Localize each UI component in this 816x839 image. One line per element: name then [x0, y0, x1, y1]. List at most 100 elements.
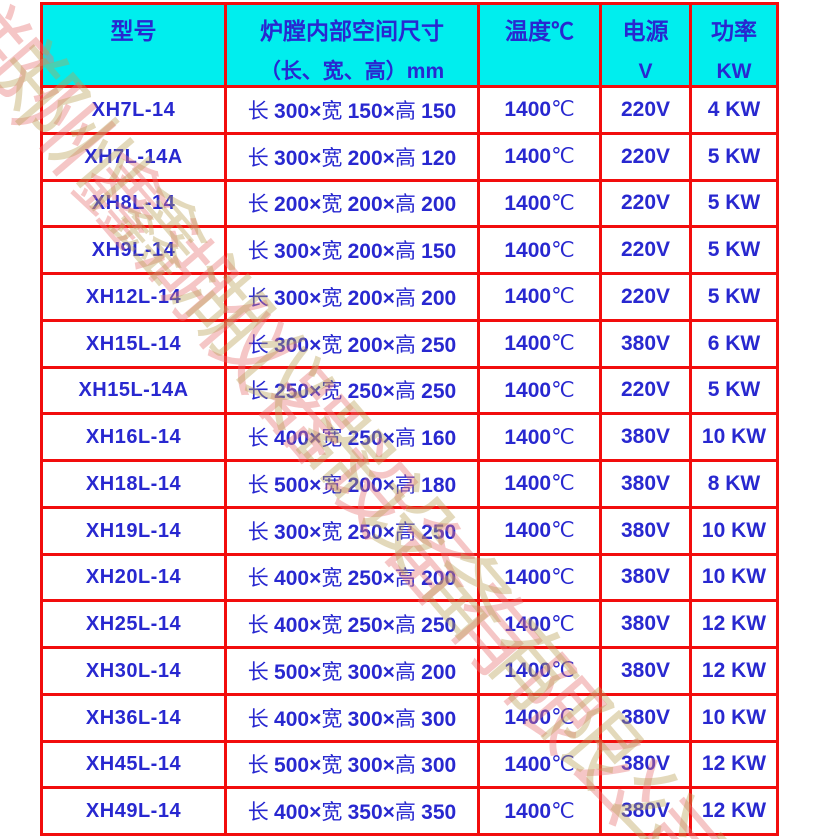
height-label: 高	[394, 753, 422, 778]
model-cell: XH18L-14	[40, 459, 227, 509]
voltage-cell: 380V	[599, 412, 692, 462]
length-value: 500×	[274, 660, 322, 684]
power-value: 6 KW	[707, 331, 761, 355]
height-value: 250	[421, 520, 457, 544]
power-cell: 6 KW	[689, 318, 779, 369]
voltage-value: 380V	[620, 752, 671, 776]
length-label: 长	[247, 426, 275, 451]
length-label: 长	[247, 192, 275, 217]
temperature-value: 1400	[504, 752, 552, 776]
height-label: 高	[394, 98, 422, 123]
model-cell: XH12L-14	[40, 272, 227, 322]
height-label: 高	[394, 472, 422, 497]
temperature-unit: ℃	[551, 331, 575, 356]
voltage-value: 220V	[620, 284, 671, 308]
temperature-unit: ℃	[551, 751, 575, 776]
length-value: 250×	[274, 380, 322, 404]
dimensions-cell: 长 300×宽 200×高 150	[224, 225, 480, 275]
model-value: XH36L-14	[85, 706, 182, 729]
temperature-value: 1400	[504, 425, 552, 449]
temperature-cell: 1400℃	[477, 599, 602, 649]
dimensions-cell: 长 500×宽 200×高 180	[224, 459, 480, 509]
power-cell: 10 KW	[689, 552, 779, 603]
voltage-cell: 380V	[599, 459, 692, 509]
header-row: 型号 炉膛内部空间尺寸 （长、宽、高）mm 温度℃ 电源 V 功率 KW	[40, 2, 779, 88]
height-value: 250	[421, 614, 457, 638]
height-label: 高	[394, 379, 422, 404]
length-value: 200×	[274, 193, 322, 217]
temperature-cell: 1400℃	[477, 131, 602, 182]
height-value: 150	[421, 240, 457, 264]
temperature-value: 1400	[504, 472, 552, 496]
width-value: 300×	[347, 707, 395, 731]
voltage-cell: 220V	[599, 178, 692, 229]
table-row: XH45L-14 长 500×宽 300×高 300 1400℃ 380V 12 KW	[40, 739, 779, 790]
power-cell: 4 KW	[689, 85, 779, 135]
voltage-cell: 220V	[599, 365, 692, 416]
temperature-unit: ℃	[551, 705, 575, 730]
voltage-cell: 380V	[599, 505, 692, 556]
model-value: XH30L-14	[85, 659, 182, 682]
temperature-unit: ℃	[551, 424, 575, 449]
table-row: XH16L-14 长 400×宽 250×高 160 1400℃ 380V 10 KW	[40, 412, 779, 462]
temperature-cell: 1400℃	[477, 505, 602, 556]
power-cell: 12 KW	[689, 599, 779, 649]
table-header: 型号 炉膛内部空间尺寸 （长、宽、高）mm 温度℃ 电源 V 功率 KW	[40, 2, 779, 88]
model-cell: XH49L-14	[40, 786, 227, 836]
header-power-unit: KW	[716, 60, 752, 83]
length-label: 长	[247, 379, 275, 404]
model-cell: XH30L-14	[40, 646, 227, 696]
model-value: XH9L-14	[91, 239, 176, 262]
power-value: 10 KW	[701, 705, 767, 729]
length-label: 长	[247, 472, 275, 497]
temperature-cell: 1400℃	[477, 365, 602, 416]
temperature-unit: ℃	[551, 564, 575, 589]
temperature-value: 1400	[504, 519, 552, 543]
table-row: XH20L-14 长 400×宽 250×高 200 1400℃ 380V 10 KW	[40, 552, 779, 603]
width-label: 宽	[321, 285, 348, 310]
table-row: XH19L-14 长 300×宽 250×高 250 1400℃ 380V 10 KW	[40, 505, 779, 556]
height-value: 150	[421, 99, 457, 123]
dimensions-cell: 长 300×宽 200×高 120	[224, 131, 480, 182]
temperature-cell: 1400℃	[477, 739, 602, 790]
model-cell: XH36L-14	[40, 692, 227, 743]
voltage-value: 380V	[620, 658, 671, 682]
voltage-value: 380V	[620, 471, 671, 495]
width-value: 200×	[347, 146, 395, 170]
temperature-unit: ℃	[551, 471, 575, 496]
dimensions-cell: 长 400×宽 250×高 160	[224, 412, 480, 462]
length-label: 长	[247, 566, 275, 591]
header-power: 功率 KW	[689, 2, 779, 88]
table-row: XH7L-14 长 300×宽 150×高 150 1400℃ 220V 4 KW	[40, 85, 779, 135]
power-cell: 10 KW	[689, 505, 779, 556]
temperature-value: 1400	[504, 191, 552, 215]
table-row: XH25L-14 长 400×宽 250×高 250 1400℃ 380V 12 KW	[40, 599, 779, 649]
model-value: XH15L-14	[85, 332, 182, 355]
temperature-unit: ℃	[551, 611, 575, 636]
model-cell: XH15L-14A	[40, 365, 227, 416]
table-row: XH7L-14A 长 300×宽 200×高 120 1400℃ 220V 5 KW	[40, 131, 779, 182]
voltage-value: 220V	[620, 378, 671, 402]
header-power-supply: 电源 V	[599, 2, 692, 88]
table-row: XH8L-14 长 200×宽 200×高 200 1400℃ 220V 5 KW	[40, 178, 779, 229]
power-value: 12 KW	[701, 612, 767, 636]
temperature-unit: ℃	[551, 798, 575, 823]
length-label: 长	[247, 659, 275, 684]
height-value: 250	[421, 333, 457, 357]
power-value: 5 KW	[707, 378, 761, 402]
length-label: 长	[247, 613, 275, 638]
width-label: 宽	[321, 332, 348, 357]
height-label: 高	[394, 192, 422, 217]
width-value: 300×	[347, 754, 395, 778]
dimensions-cell: 长 300×宽 250×高 250	[224, 505, 480, 556]
table-row: XH12L-14 长 300×宽 200×高 200 1400℃ 220V 5 KW	[40, 272, 779, 322]
length-label: 长	[247, 332, 275, 357]
length-value: 400×	[274, 801, 322, 825]
power-cell: 12 KW	[689, 739, 779, 790]
dimensions-cell: 长 300×宽 200×高 250	[224, 318, 480, 369]
model-value: XH16L-14	[85, 426, 182, 449]
dimensions-cell: 长 400×宽 250×高 250	[224, 599, 480, 649]
power-value: 5 KW	[707, 284, 761, 308]
voltage-cell: 380V	[599, 692, 692, 743]
height-label: 高	[394, 613, 422, 638]
